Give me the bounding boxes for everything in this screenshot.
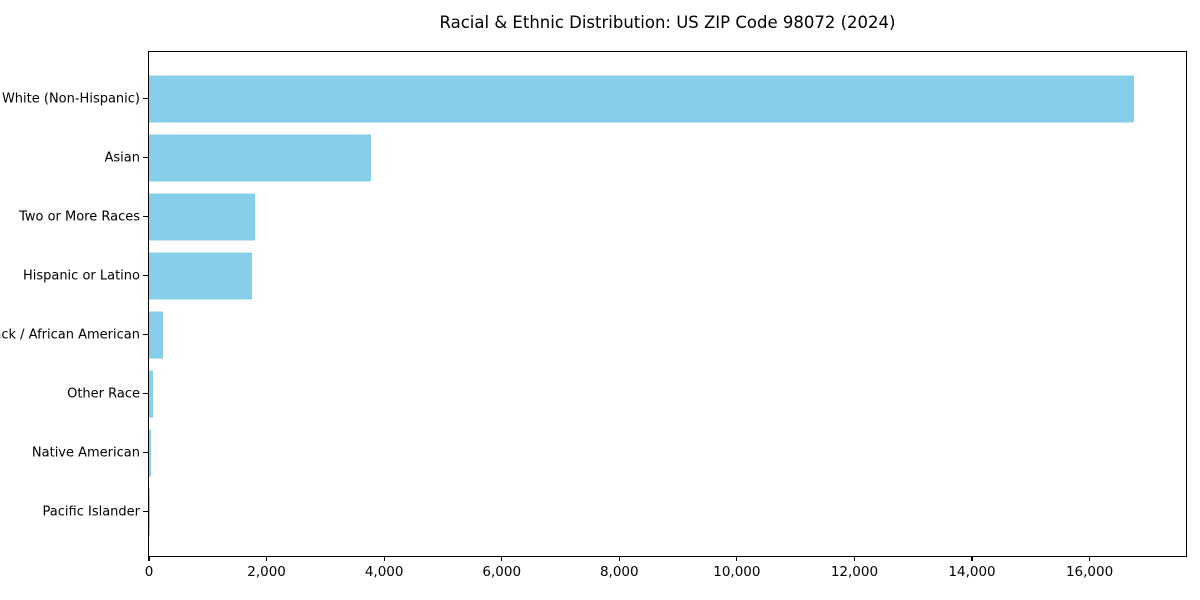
- bar-hispanic-or-latino: [149, 252, 252, 299]
- x-tick-label: 4,000: [364, 564, 404, 580]
- x-tick-mark: [501, 556, 503, 561]
- x-tick-mark: [736, 556, 738, 561]
- y-tick-label: Black / African American: [0, 327, 140, 342]
- y-tick-label: Pacific Islander: [42, 504, 140, 519]
- bar-row: Other Race: [67, 364, 1186, 423]
- x-tick-label: 10,000: [713, 564, 761, 580]
- bar-other-race: [149, 370, 154, 417]
- bar-row: Hispanic or Latino: [23, 246, 1186, 305]
- y-tick-label: Two or More Races: [19, 209, 140, 224]
- y-tick-mark: [143, 215, 148, 218]
- plot-area: White (Non-Hispanic) Asian Two or More Rac…: [0, 51, 1187, 580]
- bar-row: White (Non-Hispanic): [2, 69, 1186, 128]
- bar-white-non-hispanic: [149, 75, 1134, 122]
- x-tick-label: 8,000: [599, 564, 639, 580]
- bar-rows: White (Non-Hispanic) Asian Two or More Rac…: [0, 52, 1186, 556]
- x-tick-mark: [1088, 556, 1091, 561]
- y-tick-mark: [143, 451, 148, 454]
- x-tick-label: 6,000: [482, 564, 522, 580]
- bar-row: Asian: [105, 128, 1186, 187]
- x-tick-mark: [383, 556, 385, 561]
- y-tick-label: White (Non-Hispanic): [1, 91, 140, 106]
- bar-row: Two or More Races: [19, 187, 1186, 246]
- bar-black-african-american: [149, 311, 164, 358]
- y-tick-label: Hispanic or Latino: [22, 268, 140, 283]
- y-tick-label: Asian: [104, 150, 140, 165]
- x-tick-mark: [148, 556, 150, 561]
- bar-row: Black / African American: [0, 305, 1186, 364]
- x-tick-label: 14,000: [948, 564, 996, 580]
- x-tick-mark: [265, 556, 268, 561]
- y-tick-mark: [143, 392, 148, 395]
- x-tick-label: 0: [144, 564, 154, 580]
- y-tick-mark: [143, 156, 148, 159]
- y-tick-mark: [143, 97, 148, 100]
- y-tick-label: Native American: [31, 445, 140, 460]
- x-tick-mark: [853, 556, 856, 561]
- bar-native-american: [149, 429, 151, 476]
- y-tick-mark: [143, 274, 148, 277]
- bar-asian: [149, 134, 371, 181]
- x-tick-label: 12,000: [830, 564, 879, 580]
- bar-two-or-more-races: [149, 193, 255, 240]
- y-tick-label: Other Race: [67, 386, 140, 401]
- bar-pacific-islander: [149, 488, 150, 535]
- x-tick-mark: [971, 556, 973, 561]
- x-tick-label: 2,000: [247, 564, 286, 580]
- chart-title: Racial & Ethnic Distribution: US ZIP Cod…: [439, 13, 896, 32]
- x-tick-mark: [618, 556, 620, 561]
- y-tick-mark: [143, 333, 148, 336]
- x-tick-label: 16,000: [1065, 564, 1114, 580]
- bar-row: Pacific Islander: [43, 482, 1186, 541]
- bar-row: Native American: [32, 423, 1186, 482]
- y-tick-mark: [143, 510, 148, 513]
